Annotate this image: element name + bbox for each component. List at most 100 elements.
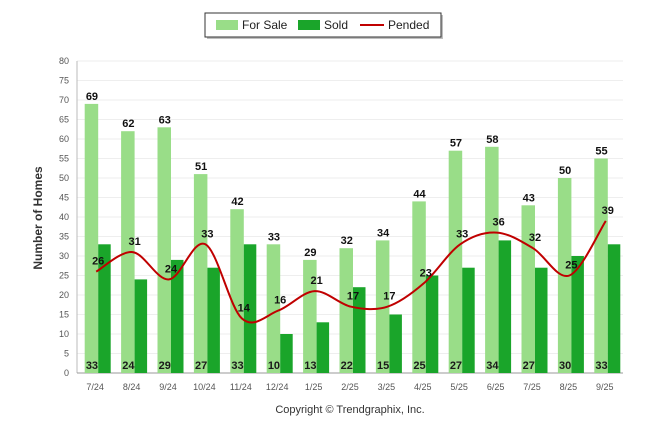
bar-sold-8/25 (571, 256, 584, 373)
x-tick-label-9/24: 9/24 (159, 382, 177, 392)
label-sold-9/24: 29 (159, 360, 171, 372)
legend-label-sold: Sold (324, 18, 348, 32)
label-pended-10/24: 33 (201, 228, 213, 240)
bar-for-sale-7/24 (84, 103, 99, 374)
label-for-sale-11/24: 42 (231, 196, 243, 208)
label-pended-9/24: 24 (165, 263, 178, 275)
label-pended-5/25: 33 (456, 228, 468, 240)
label-pended-7/25: 32 (529, 232, 541, 244)
y-tick-label-30: 30 (59, 251, 69, 261)
pended-line (95, 220, 607, 324)
bar-for-sale-11/24 (230, 209, 244, 373)
label-for-sale-1/25: 29 (304, 247, 316, 259)
x-tick-label-7/25: 7/25 (523, 382, 541, 392)
bar-for-sale-2/25 (339, 248, 353, 373)
y-tick-label-40: 40 (59, 212, 69, 222)
label-for-sale-8/24: 62 (122, 118, 134, 130)
y-tick-label-70: 70 (59, 95, 69, 105)
bar-for-sale-12/24 (266, 244, 281, 373)
y-tick-label-55: 55 (59, 154, 69, 164)
label-pended-9/25: 39 (602, 205, 614, 217)
label-sold-12/24: 10 (268, 360, 280, 372)
bar-sold-4/25 (425, 275, 439, 373)
label-pended-11/24: 14 (238, 302, 251, 314)
x-tick-label-5/25: 5/25 (450, 382, 468, 392)
x-tick-label-9/25: 9/25 (596, 382, 614, 392)
x-tick-label-11/24: 11/24 (230, 382, 252, 392)
bar-sold-6/25 (498, 240, 512, 373)
y-tick-label-20: 20 (59, 290, 69, 300)
label-for-sale-2/25: 32 (341, 235, 353, 247)
y-tick-label-80: 80 (59, 56, 69, 66)
x-tick-label-12/24: 12/24 (266, 382, 289, 392)
x-tick-label-6/25: 6/25 (487, 382, 505, 392)
x-tick-label-7/24: 7/24 (86, 382, 104, 392)
bar-sold-3/25 (389, 314, 402, 373)
bar-sold-9/24 (171, 259, 184, 373)
label-pended-2/25: 17 (347, 291, 359, 303)
x-tick-label-8/25: 8/25 (560, 382, 578, 392)
x-tick-label-1/25: 1/25 (305, 382, 323, 392)
bar-sold-11/24 (243, 244, 257, 373)
label-for-sale-8/25: 50 (559, 165, 571, 177)
y-tick-label-0: 0 (64, 368, 69, 378)
bar-for-sale-5/25 (448, 150, 463, 373)
bar-sold-7/24 (98, 244, 111, 373)
bar-for-sale-1/25 (303, 259, 317, 373)
bar-sold-1/25 (316, 322, 330, 373)
label-sold-10/24: 27 (195, 360, 207, 372)
legend-box (204, 12, 442, 38)
y-tick-label-45: 45 (59, 193, 69, 203)
bar-for-sale-9/25 (594, 158, 608, 373)
bar-sold-9/25 (607, 244, 621, 373)
label-pended-8/24: 31 (128, 236, 140, 248)
label-sold-4/25: 25 (413, 360, 425, 372)
y-tick-label-50: 50 (59, 173, 69, 183)
y-tick-label-35: 35 (59, 232, 69, 242)
pended-line-layer (95, 220, 607, 324)
x-tick-label-8/24: 8/24 (123, 382, 141, 392)
label-sold-2/25: 22 (341, 360, 353, 372)
label-for-sale-3/25: 34 (377, 227, 390, 239)
bar-for-sale-7/25 (521, 205, 535, 373)
label-sold-8/24: 24 (122, 360, 135, 372)
label-pended-7/24: 26 (92, 256, 104, 268)
bar-sold-7/25 (535, 267, 548, 373)
label-pended-12/24: 16 (274, 295, 286, 307)
label-sold-5/25: 27 (450, 360, 462, 372)
bar-sold-12/24 (280, 334, 293, 373)
label-sold-3/25: 15 (377, 360, 389, 372)
y-tick-label-25: 25 (59, 271, 69, 281)
legend-label-pended: Pended (388, 18, 429, 32)
axes: 0 5 10 15 20 25 30 35 40 45 50 55 60 65 70 75 80 7/24 8/24… (59, 56, 623, 392)
bars (84, 103, 621, 374)
label-for-sale-9/24: 63 (159, 114, 171, 126)
y-axis-title: Number of Homes (31, 166, 45, 270)
label-sold-8/25: 30 (559, 360, 571, 372)
label-for-sale-6/25: 58 (486, 134, 498, 146)
copyright-text: Copyright © Trendgraphix, Inc. (275, 404, 424, 416)
label-for-sale-7/25: 43 (523, 192, 535, 204)
bar-sold-10/24 (207, 267, 220, 373)
label-for-sale-7/24: 69 (86, 91, 98, 103)
legend-swatch-for-sale (216, 20, 238, 30)
label-for-sale-9/25: 55 (595, 146, 607, 158)
y-tick-label-5: 5 (64, 349, 69, 359)
label-sold-9/25: 33 (595, 360, 607, 372)
label-sold-7/24: 33 (86, 360, 98, 372)
bar-for-sale-10/24 (193, 174, 208, 373)
label-for-sale-10/24: 51 (195, 161, 207, 173)
legend-label-for-sale: For Sale (242, 18, 288, 32)
label-for-sale-12/24: 33 (268, 231, 280, 243)
label-pended-3/25: 17 (383, 291, 395, 303)
label-pended-8/25: 25 (565, 260, 577, 272)
x-tick-label-2/25: 2/25 (341, 382, 359, 392)
label-pended-4/25: 23 (420, 267, 432, 279)
bar-for-sale-3/25 (375, 240, 390, 373)
x-tick-label-10/24: 10/24 (193, 382, 216, 392)
label-sold-7/25: 27 (523, 360, 535, 372)
label-pended-6/25: 36 (492, 217, 504, 229)
data-labels: 69 33 62 24 63 29 51 27 42 33 33 10 29 13 32 22 34 15 44 25… (86, 91, 614, 372)
legend-swatch-sold (298, 20, 320, 30)
